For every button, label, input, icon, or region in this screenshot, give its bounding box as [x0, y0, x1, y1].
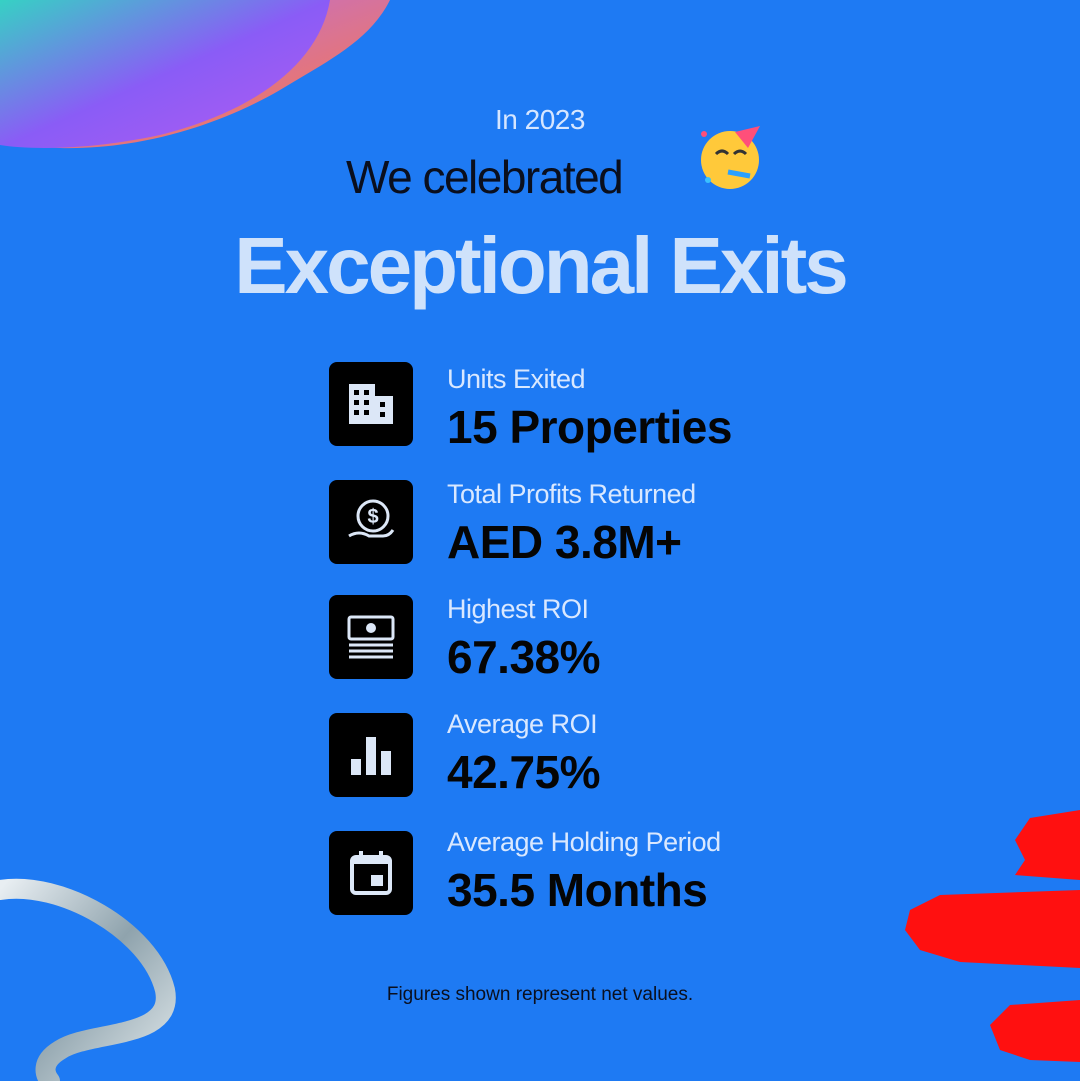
- footnote: Figures shown represent net values.: [386, 984, 694, 1005]
- stat-value: 35.5 Months: [447, 864, 708, 916]
- calendar-icon: [329, 831, 413, 915]
- profit-icon: $: [329, 480, 413, 564]
- subtitle: We celebrated: [346, 151, 624, 203]
- stat-label: Average Holding Period: [447, 827, 721, 857]
- stat-label: Average ROI: [447, 709, 598, 739]
- stat-label: Total Profits Returned: [447, 479, 696, 509]
- building-icon: [329, 362, 413, 446]
- title: Exceptional Exits: [234, 221, 848, 310]
- stat-value: 15 Properties: [447, 401, 732, 453]
- kicker: In 2023: [495, 104, 585, 135]
- stat-label: Highest ROI: [447, 594, 589, 624]
- chart-icon: [329, 713, 413, 797]
- svg-text:$: $: [367, 506, 378, 528]
- stat-value: AED 3.8M+: [447, 516, 682, 568]
- stat-label: Units Exited: [447, 364, 586, 394]
- stat-value: 67.38%: [447, 631, 601, 683]
- cash-icon: [329, 595, 413, 679]
- stat-value: 42.75%: [447, 746, 601, 798]
